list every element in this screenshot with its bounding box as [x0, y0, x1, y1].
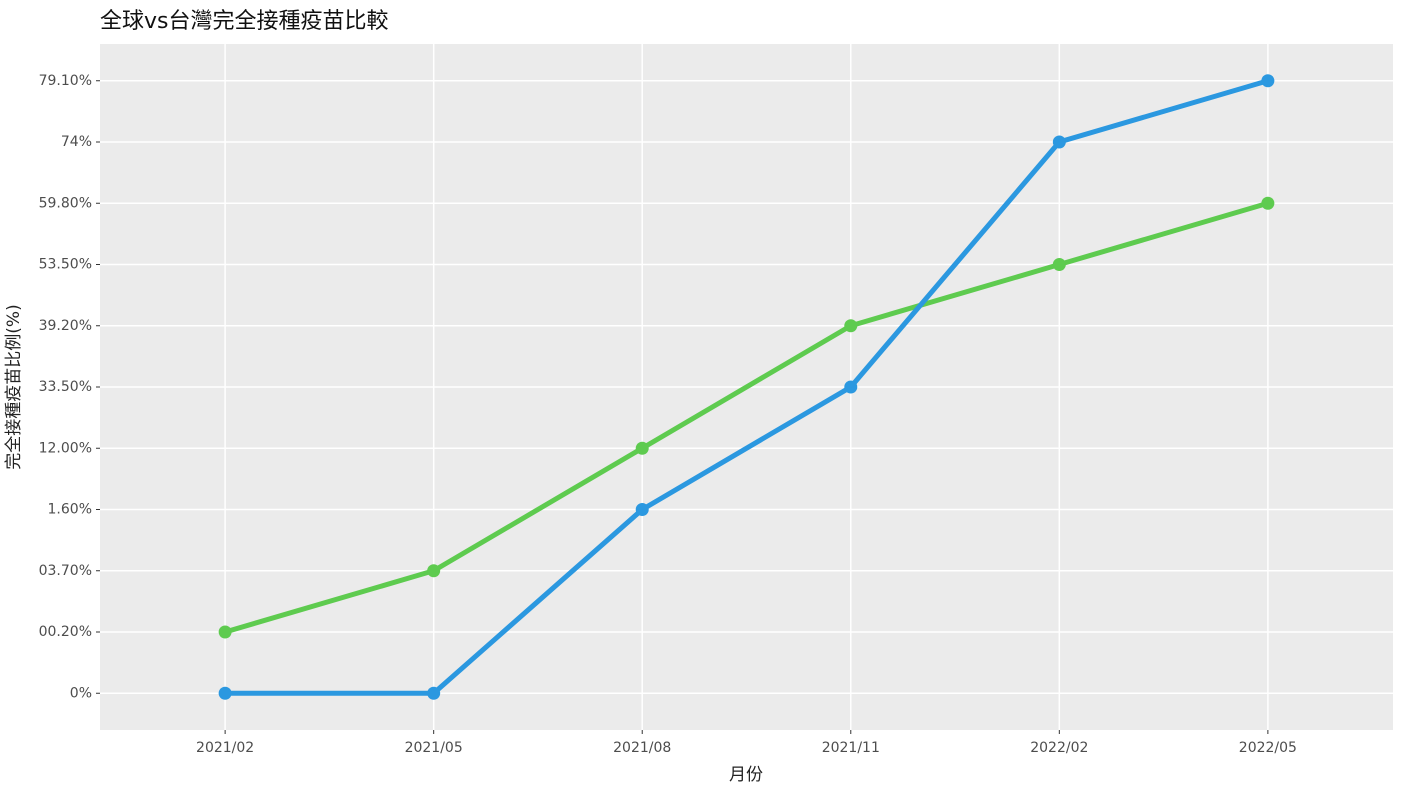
data-point [635, 503, 649, 516]
x-tick-label: 2021/05 [405, 740, 463, 756]
y-tick-label: 03.70% [39, 563, 92, 579]
data-point [635, 441, 649, 455]
data-point [218, 625, 232, 639]
data-point [427, 564, 441, 578]
x-tick-label: 2021/08 [613, 740, 671, 756]
x-tick-label: 2021/11 [822, 740, 880, 756]
data-point [844, 380, 858, 394]
x-tick-label: 2022/05 [1239, 740, 1297, 756]
data-point [844, 319, 858, 333]
data-point [1261, 196, 1275, 210]
data-point [218, 686, 232, 700]
y-tick-label: 74% [61, 134, 92, 150]
data-point [1052, 135, 1066, 149]
y-axis-title: 完全接種疫苗比例(%) [4, 304, 24, 469]
data-point [427, 686, 441, 700]
series-line [224, 200, 1269, 635]
y-tick-label: 33.50% [39, 379, 92, 395]
y-tick-label: 79.10% [39, 73, 92, 89]
y-tick-label: 59.80% [39, 195, 92, 211]
x-axis-title: 月份 [729, 765, 763, 785]
series-line [225, 78, 1269, 696]
y-tick-label: 12.00% [39, 440, 92, 456]
y-tick-label: 00.20% [39, 624, 92, 640]
y-tick-label: 1.60% [48, 502, 92, 518]
chart-title: 全球vs台灣完全接種疫苗比較 [100, 9, 388, 34]
y-tick-label: 0% [70, 685, 92, 701]
y-tick-label: 53.50% [39, 257, 92, 273]
x-tick-label: 2022/02 [1030, 740, 1088, 756]
data-point [1052, 258, 1066, 271]
data-point [1261, 74, 1275, 88]
x-tick-label: 2021/02 [196, 740, 254, 756]
y-tick-label: 39.20% [39, 318, 92, 334]
